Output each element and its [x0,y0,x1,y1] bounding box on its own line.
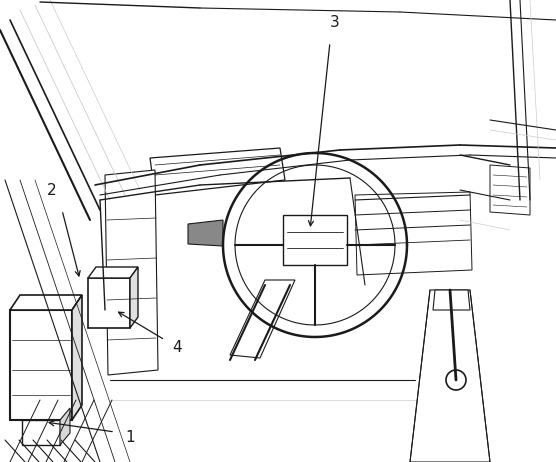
Text: 4: 4 [172,340,182,355]
Polygon shape [355,192,472,275]
Polygon shape [188,220,223,246]
Polygon shape [60,408,70,445]
Text: 1: 1 [125,431,135,445]
Polygon shape [88,278,130,328]
Polygon shape [88,267,138,278]
Polygon shape [283,215,347,265]
Polygon shape [490,165,530,215]
Polygon shape [230,280,295,358]
Polygon shape [22,420,60,445]
Text: 3: 3 [330,15,340,30]
Polygon shape [72,295,82,420]
Polygon shape [407,218,459,248]
Circle shape [446,370,466,390]
Polygon shape [130,267,138,328]
Polygon shape [150,148,285,195]
Polygon shape [105,170,158,375]
Text: 2: 2 [47,183,57,198]
Polygon shape [10,310,72,420]
Polygon shape [433,290,470,310]
Polygon shape [10,295,82,310]
Polygon shape [410,290,490,462]
